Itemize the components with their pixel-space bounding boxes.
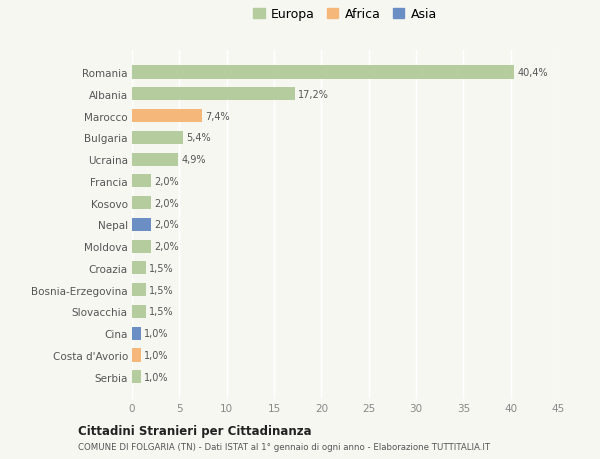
Bar xyxy=(132,370,142,383)
Bar xyxy=(132,67,514,79)
Text: 40,4%: 40,4% xyxy=(517,68,548,78)
Text: 7,4%: 7,4% xyxy=(205,112,230,121)
Text: 1,0%: 1,0% xyxy=(145,372,169,382)
Text: 2,0%: 2,0% xyxy=(154,176,178,186)
Text: 1,5%: 1,5% xyxy=(149,285,173,295)
Text: 2,0%: 2,0% xyxy=(154,198,178,208)
Text: Cittadini Stranieri per Cittadinanza: Cittadini Stranieri per Cittadinanza xyxy=(78,424,311,437)
Bar xyxy=(132,196,151,210)
Bar xyxy=(132,132,183,145)
Bar xyxy=(132,153,178,166)
Text: 2,0%: 2,0% xyxy=(154,241,178,252)
Text: COMUNE DI FOLGARIA (TN) - Dati ISTAT al 1° gennaio di ogni anno - Elaborazione T: COMUNE DI FOLGARIA (TN) - Dati ISTAT al … xyxy=(78,442,490,451)
Legend: Europa, Africa, Asia: Europa, Africa, Asia xyxy=(250,5,440,25)
Text: 5,4%: 5,4% xyxy=(186,133,211,143)
Text: 1,5%: 1,5% xyxy=(149,307,173,317)
Bar xyxy=(132,175,151,188)
Bar xyxy=(132,349,142,362)
Text: 2,0%: 2,0% xyxy=(154,220,178,230)
Bar xyxy=(132,262,146,275)
Bar xyxy=(132,305,146,318)
Text: 1,5%: 1,5% xyxy=(149,263,173,274)
Bar xyxy=(132,327,142,340)
Text: 17,2%: 17,2% xyxy=(298,90,329,100)
Bar xyxy=(132,240,151,253)
Bar xyxy=(132,110,202,123)
Text: 4,9%: 4,9% xyxy=(181,155,206,165)
Text: 1,0%: 1,0% xyxy=(145,329,169,338)
Text: 1,0%: 1,0% xyxy=(145,350,169,360)
Bar xyxy=(132,88,295,101)
Bar xyxy=(132,284,146,297)
Bar xyxy=(132,218,151,231)
